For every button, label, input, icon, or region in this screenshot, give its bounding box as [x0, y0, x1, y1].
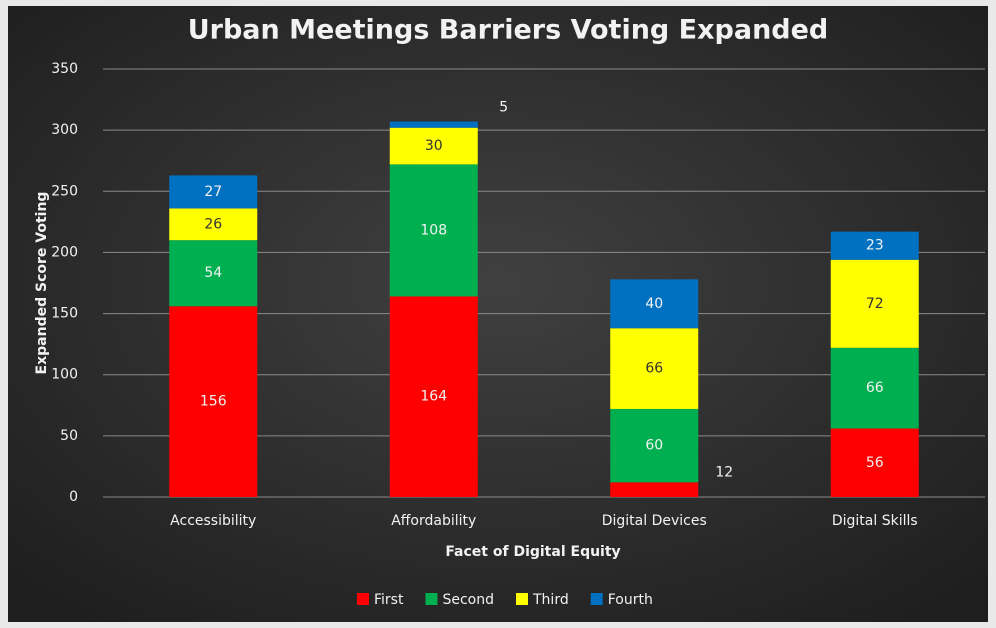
- bar-segment: [830, 259, 919, 348]
- legend-label: First: [374, 592, 404, 608]
- data-label: 54: [204, 265, 222, 281]
- bar-segment: [389, 121, 478, 128]
- data-label: 27: [204, 184, 222, 200]
- x-tick-label: Digital Skills: [832, 513, 918, 529]
- bar-segment: [389, 127, 478, 165]
- data-label: 26: [204, 216, 222, 232]
- x-axis-title: Facet of Digital Equity: [445, 544, 620, 560]
- data-label: 5: [499, 100, 508, 116]
- bar-segment: [830, 347, 919, 429]
- data-label: 72: [866, 296, 884, 312]
- x-tick-label: Digital Devices: [602, 513, 707, 529]
- x-tick-label: Affordability: [391, 513, 476, 529]
- legend-label: Fourth: [608, 592, 653, 608]
- y-tick-label: 100: [51, 367, 78, 383]
- y-tick-label: 0: [69, 489, 78, 505]
- bar-segment: [169, 175, 258, 209]
- bar-segment: [610, 328, 699, 409]
- y-tick-label: 150: [51, 306, 78, 322]
- y-tick-label: 50: [60, 428, 78, 444]
- bar-segment: [389, 296, 478, 497]
- data-label: 60: [645, 438, 663, 454]
- data-label: 108: [420, 222, 447, 238]
- data-label: 40: [645, 296, 663, 312]
- y-tick-label: 200: [51, 244, 78, 260]
- data-label: 164: [420, 389, 447, 405]
- data-label: 156: [200, 394, 227, 410]
- data-label: 30: [425, 138, 443, 154]
- data-label: 66: [645, 361, 663, 377]
- bar-segment: [830, 231, 919, 260]
- y-tick-label: 300: [51, 122, 78, 138]
- data-label: 23: [866, 238, 884, 254]
- chart-title: Urban Meetings Barriers Voting Expanded: [188, 15, 829, 46]
- bar-segment: [169, 306, 258, 497]
- bar-segment: [830, 428, 919, 497]
- legend-swatch: [357, 593, 369, 605]
- y-tick-label: 350: [51, 61, 78, 77]
- bar-segment: [389, 164, 478, 297]
- y-tick-label: 250: [51, 183, 78, 199]
- legend-label: Second: [442, 592, 494, 608]
- bar-segment: [610, 279, 699, 329]
- data-label: 56: [866, 455, 884, 471]
- bar-segment: [169, 208, 258, 241]
- data-label: 66: [866, 380, 884, 396]
- legend-swatch: [425, 593, 438, 605]
- y-axis-title: Expanded Score Voting: [34, 192, 50, 375]
- data-label: 12: [715, 464, 733, 480]
- bar-segment: [610, 482, 699, 497]
- legend-swatch: [516, 593, 528, 605]
- bar-segment: [169, 240, 258, 307]
- x-tick-label: Accessibility: [170, 513, 256, 529]
- legend-label: Third: [532, 592, 569, 608]
- bar-segment: [610, 408, 699, 483]
- legend-swatch: [590, 593, 603, 605]
